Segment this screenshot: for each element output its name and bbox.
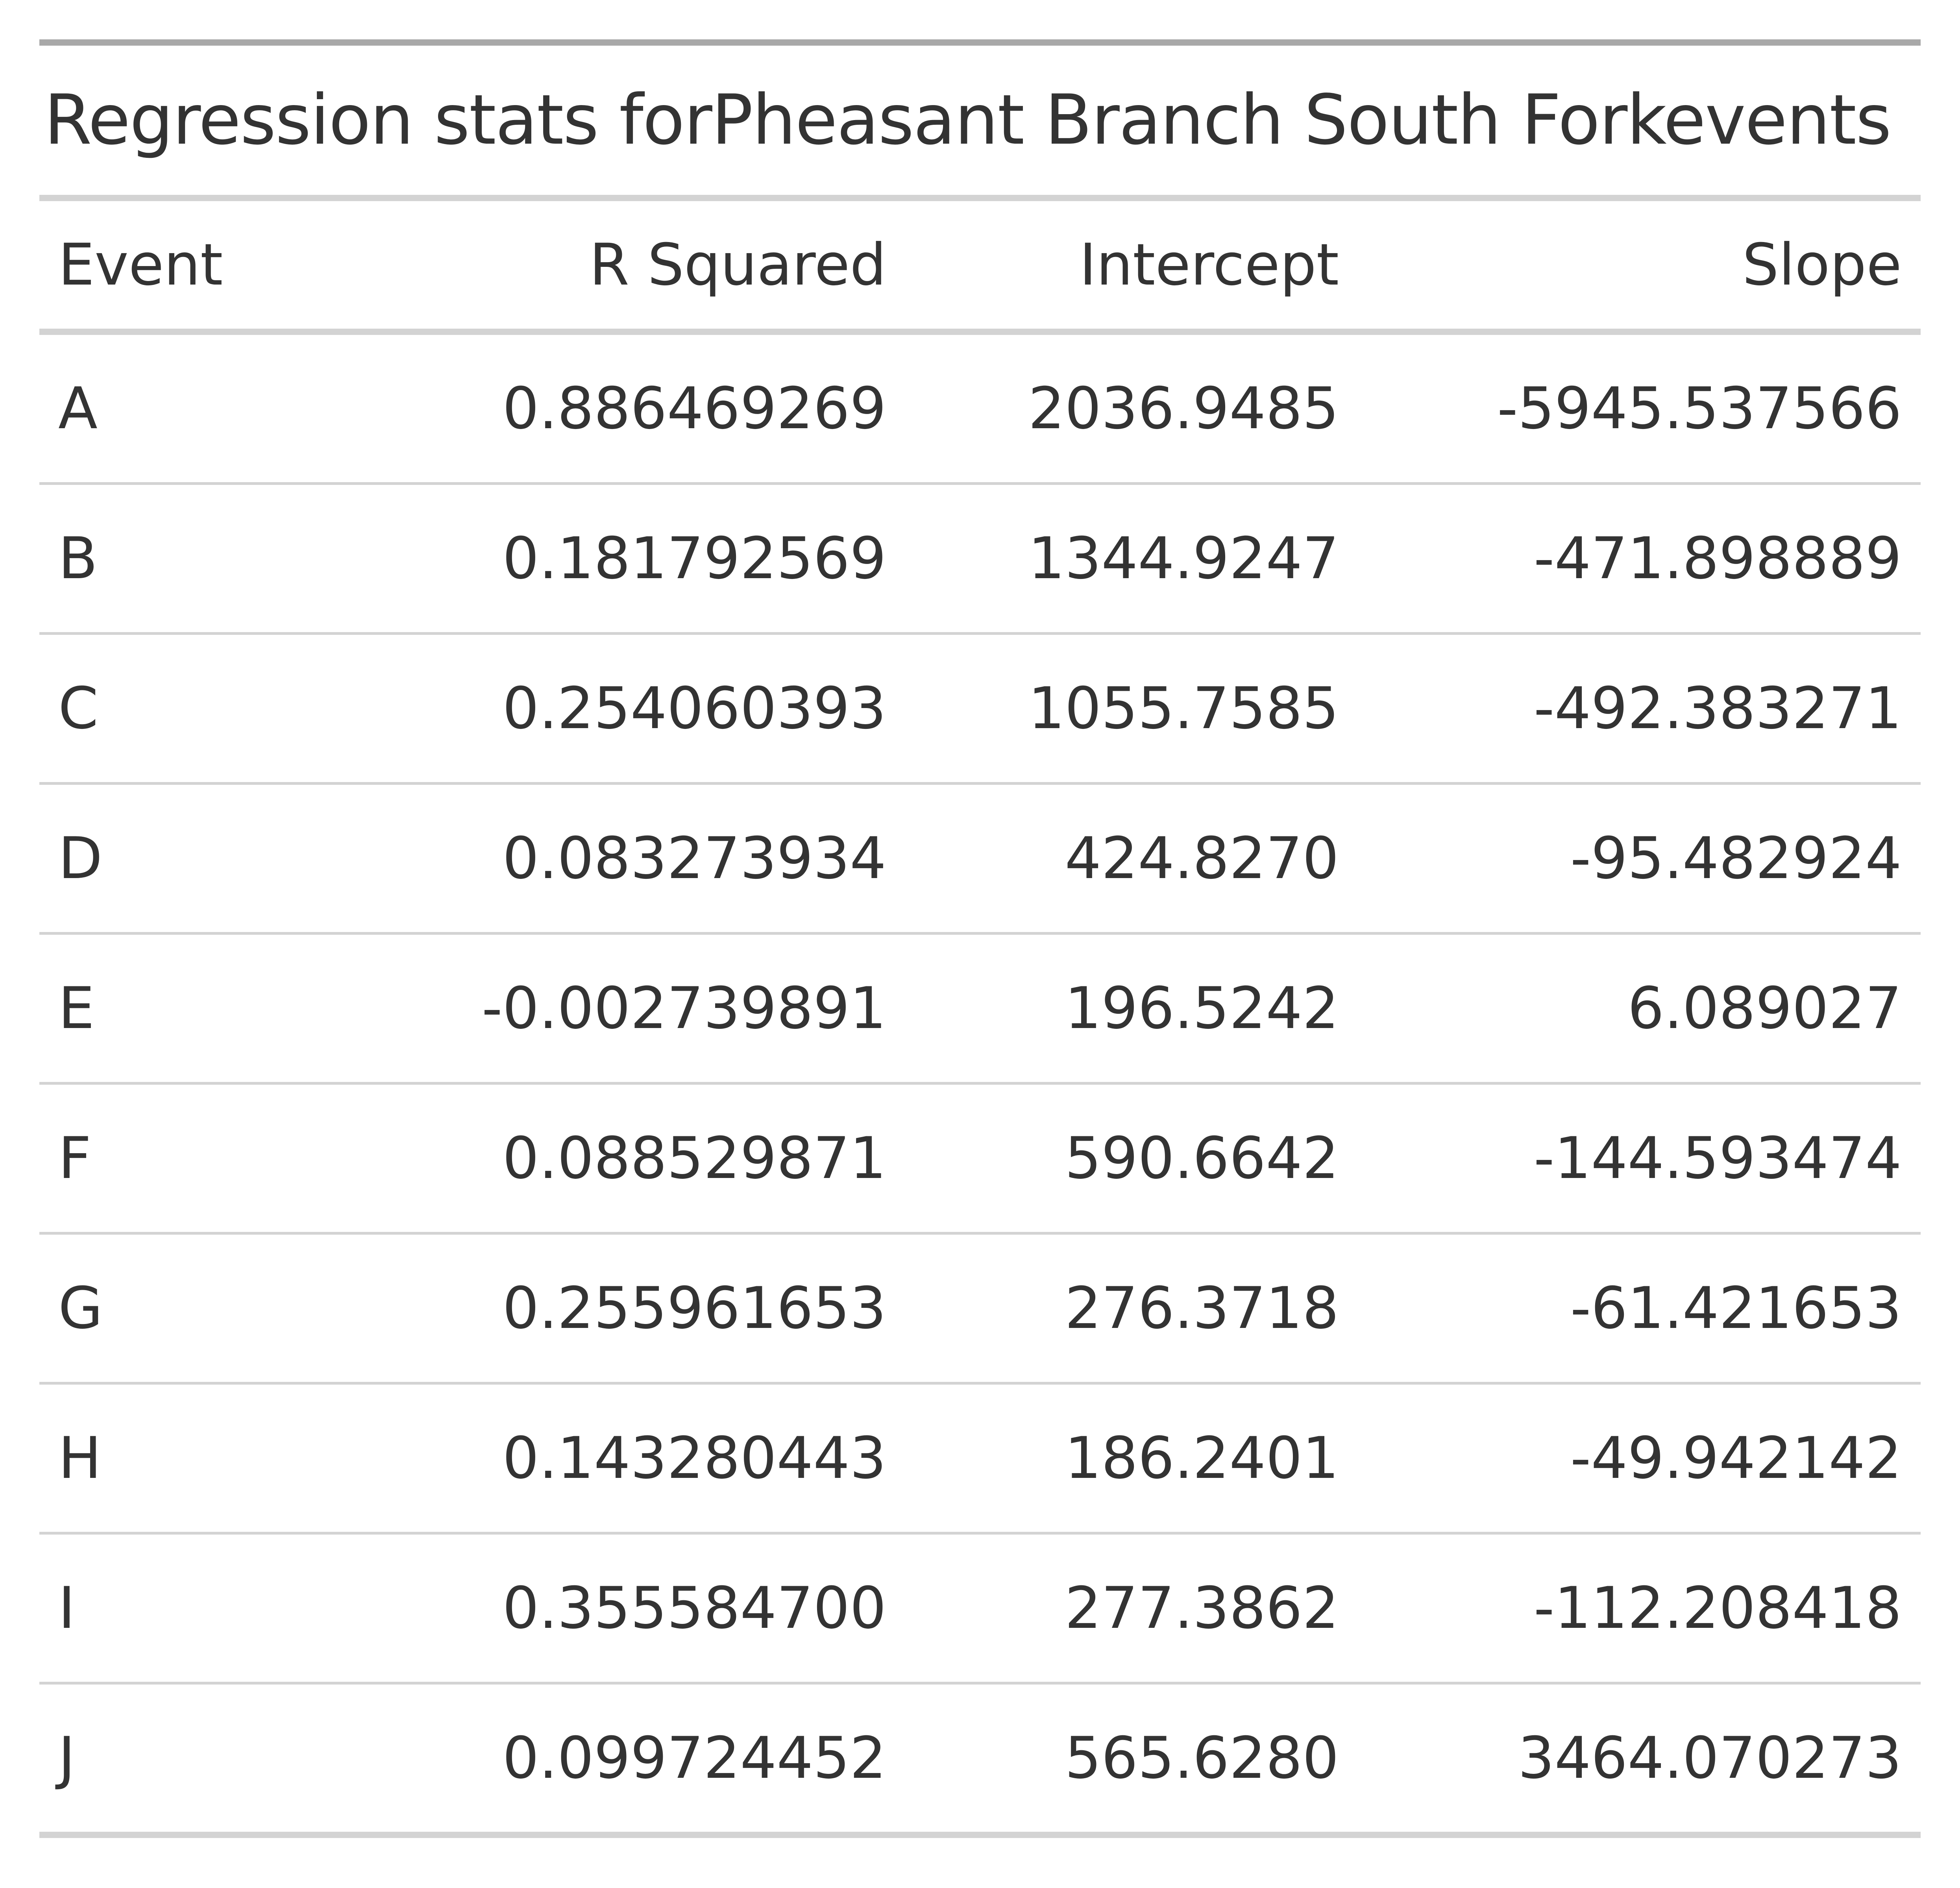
cell-r-squared: 0.181792569: [433, 483, 905, 635]
cell-slope: -471.898889: [1358, 483, 1921, 635]
cell-slope: 3464.070273: [1518, 1725, 1902, 1792]
cell-r-squared: 0.099724452: [502, 1725, 886, 1792]
table-row: H 0.143280443 186.2401 -49.942142: [39, 1383, 1921, 1535]
table-row: D 0.083273934 424.8270 -95.482924: [39, 783, 1921, 935]
cell-event: A: [39, 335, 433, 485]
cell-intercept: 2036.9485: [905, 335, 1358, 485]
header-divider: [39, 329, 1921, 335]
table-row: A 0.886469269 2036.9485 -5945.537566: [39, 335, 1921, 485]
cell-intercept: 277.3862: [905, 1533, 1358, 1685]
cell-slope: -144.593474: [1358, 1083, 1921, 1235]
regression-table: Regression stats forPheasant Branch Sout…: [39, 39, 1921, 1838]
cell-intercept: 196.5242: [905, 933, 1358, 1085]
table-row: C 0.254060393 1055.7585 -492.383271: [39, 633, 1921, 785]
column-header-intercept: Intercept: [1079, 231, 1339, 298]
cell-slope: -61.421653: [1358, 1233, 1921, 1385]
cell-slope: -49.942142: [1358, 1383, 1921, 1535]
cell-intercept: 424.8270: [905, 783, 1358, 935]
cell-intercept: 1055.7585: [905, 633, 1358, 785]
cell-intercept: 1344.9247: [905, 483, 1358, 635]
cell-event: C: [39, 633, 433, 785]
cell-slope: -492.383271: [1358, 633, 1921, 785]
stats-table: Event R Squared Intercept Slope: [39, 201, 1921, 329]
table-title: Regression stats forPheasant Branch Sout…: [44, 80, 1892, 160]
cell-r-squared: 0.088529871: [433, 1083, 905, 1235]
cell-event: G: [39, 1233, 433, 1385]
table-row: B 0.181792569 1344.9247 -471.898889: [39, 483, 1921, 635]
table-bottom-rule: [39, 1832, 1921, 1838]
cell-r-squared: 0.143280443: [433, 1383, 905, 1535]
title-divider: [39, 195, 1921, 201]
cell-slope: -5945.537566: [1358, 335, 1921, 485]
table-row: E -0.002739891 196.5242 6.089027: [39, 933, 1921, 1085]
cell-event: D: [39, 783, 433, 935]
cell-event: J: [58, 1725, 76, 1792]
cell-event: E: [39, 933, 433, 1085]
cell-slope: -95.482924: [1358, 783, 1921, 935]
table-row: F 0.088529871 590.6642 -144.593474: [39, 1083, 1921, 1235]
cell-r-squared: -0.002739891: [433, 933, 905, 1085]
table-top-rule: [39, 39, 1921, 46]
cell-event: F: [39, 1083, 433, 1235]
cell-r-squared: 0.255961653: [433, 1233, 905, 1385]
header-row: Event R Squared Intercept Slope: [39, 201, 1921, 329]
cell-intercept: 276.3718: [905, 1233, 1358, 1385]
cell-r-squared: 0.083273934: [433, 783, 905, 935]
table-row: G 0.255961653 276.3718 -61.421653: [39, 1233, 1921, 1385]
cell-r-squared: 0.886469269: [433, 335, 905, 485]
cell-intercept: 565.6280: [1065, 1725, 1339, 1792]
column-header-slope: Slope: [1742, 231, 1902, 298]
cell-r-squared: 0.355584700: [433, 1533, 905, 1685]
cell-event: I: [39, 1533, 433, 1685]
cell-intercept: 590.6642: [905, 1083, 1358, 1235]
stats-table-body: A 0.886469269 2036.9485 -5945.537566 B 0.1817…: [39, 335, 1921, 1832]
cell-event: B: [39, 483, 433, 635]
cell-intercept: 186.2401: [905, 1383, 1358, 1535]
cell-slope: -112.208418: [1358, 1533, 1921, 1685]
table-row: J 0.099724452 565.6280 3464.070273: [39, 1683, 1921, 1832]
column-header-event: Event: [58, 231, 223, 298]
column-header-r-squared: R Squared: [589, 231, 886, 298]
cell-r-squared: 0.254060393: [433, 633, 905, 785]
cell-slope: 6.089027: [1358, 933, 1921, 1085]
cell-event: H: [39, 1383, 433, 1535]
table-row: I 0.355584700 277.3862 -112.208418: [39, 1533, 1921, 1685]
